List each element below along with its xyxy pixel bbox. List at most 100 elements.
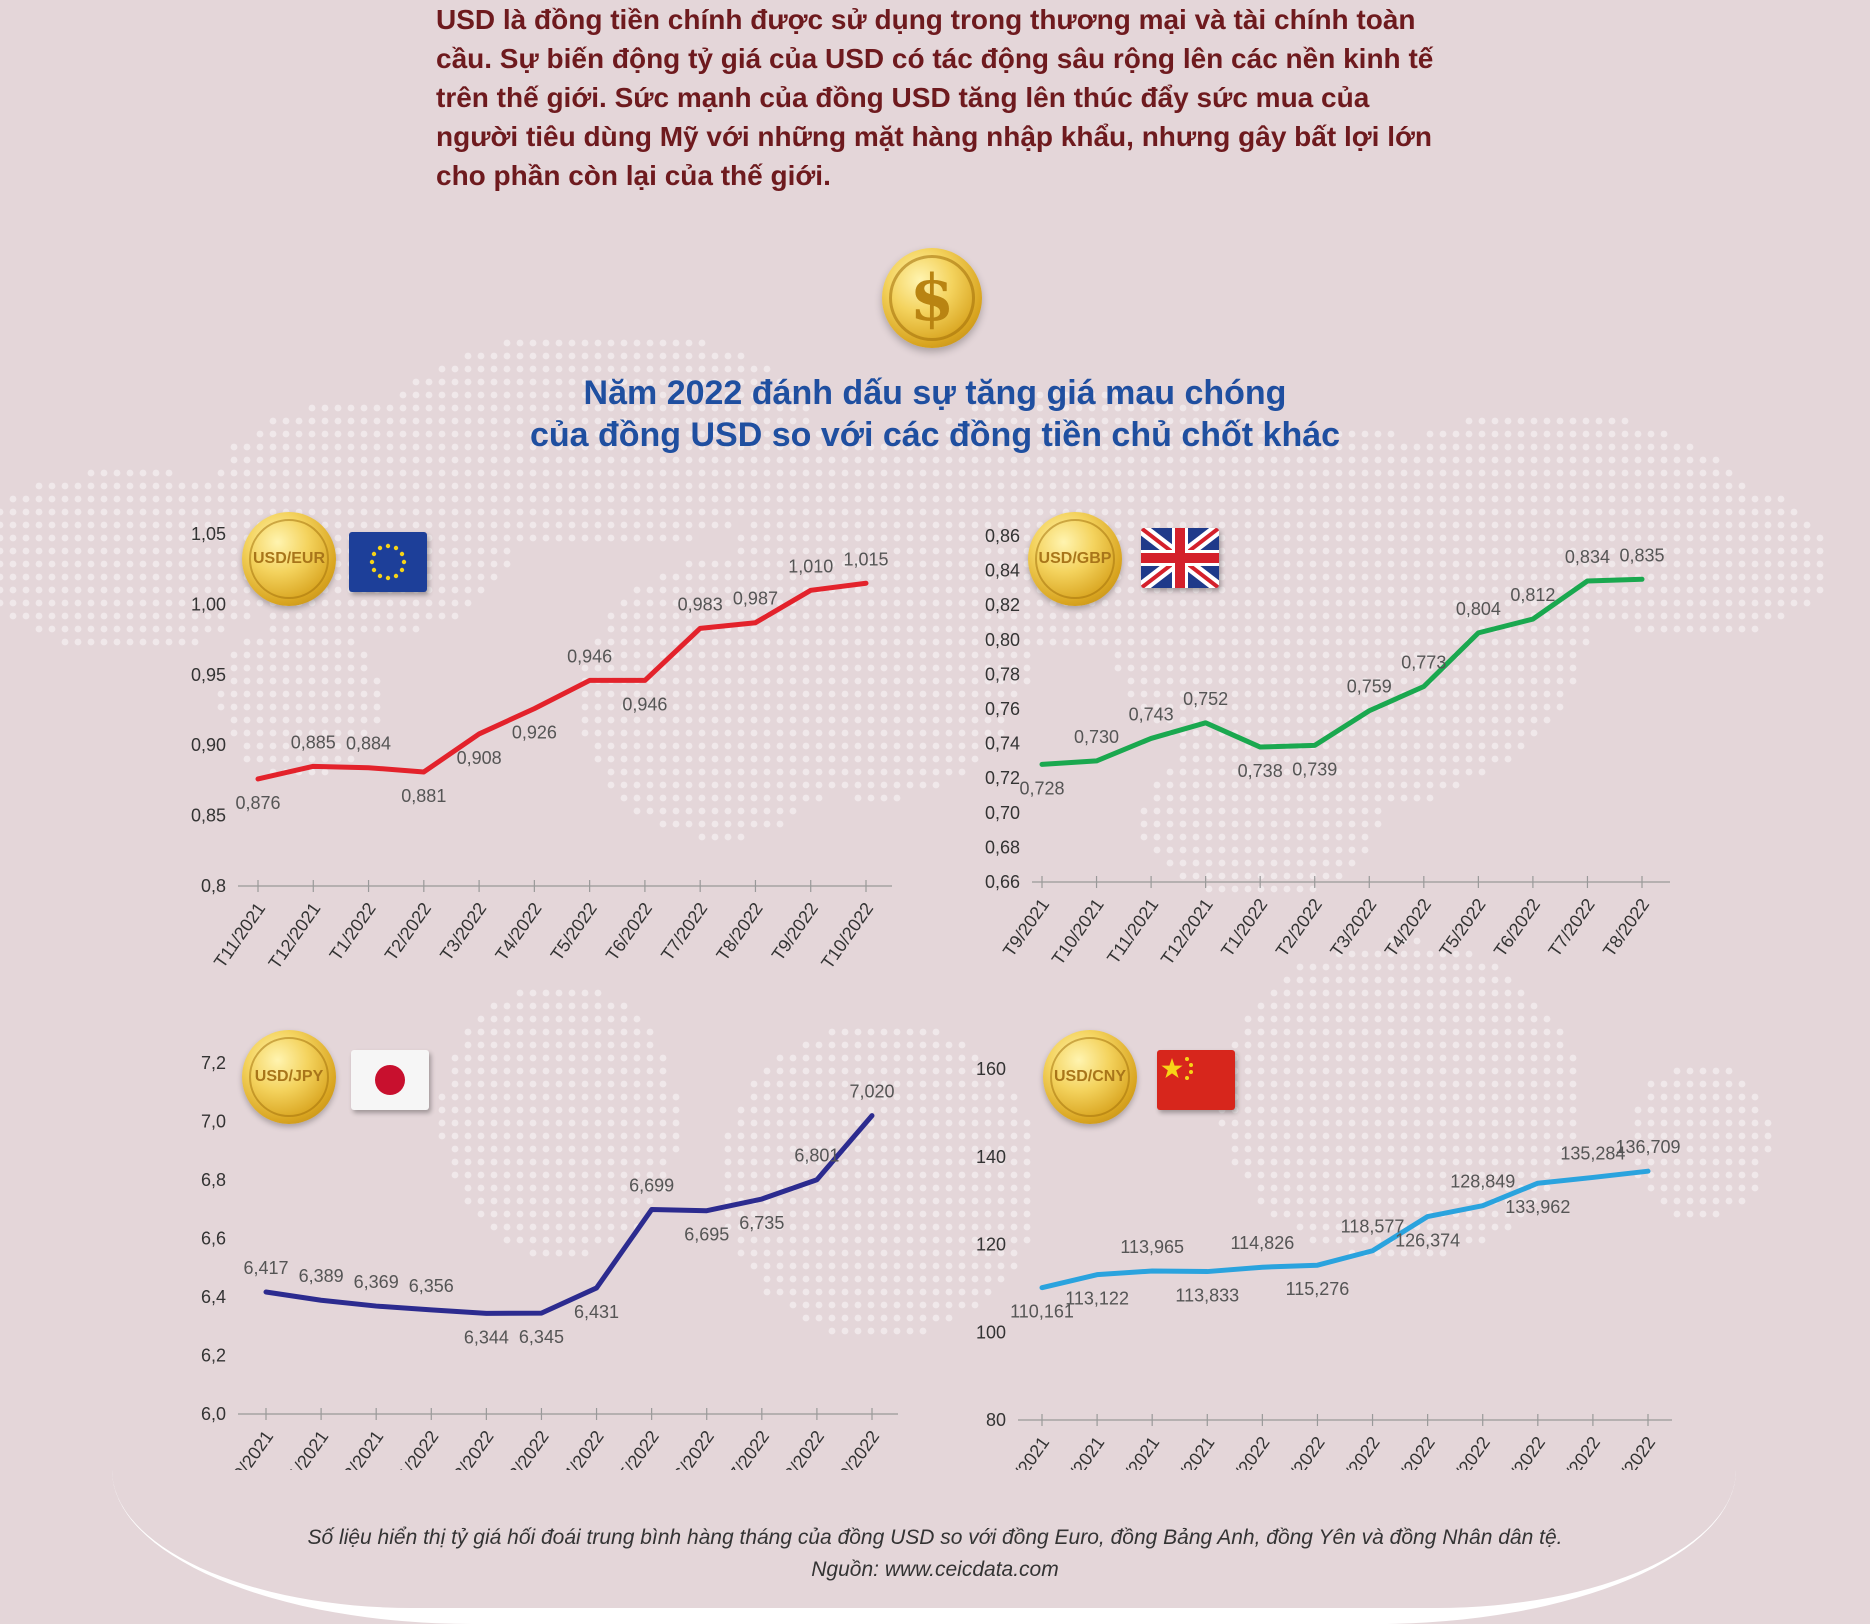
data-label: 0,738 — [1238, 761, 1283, 781]
x-category-label: T6/2022 — [1490, 895, 1544, 961]
bottom-panel — [112, 1470, 1736, 1608]
data-label: 113,833 — [1175, 1286, 1239, 1306]
usd-cny-coin-badge: USD/CNY — [1043, 1030, 1137, 1124]
y-tick-label: 0,72 — [985, 768, 1020, 788]
data-label: 0,881 — [401, 786, 446, 806]
data-label: 118,577 — [1341, 1217, 1405, 1237]
usd-cny-badge-label: USD/CNY — [1050, 1037, 1130, 1117]
data-label: 1,010 — [788, 556, 833, 576]
chart-usd-gbp: 0,66 0,68 0,70 0,72 0,74 0,76 0,78 0,80 0,82 0,84… — [960, 520, 1680, 980]
x-category-label: T11/2021 — [1103, 895, 1162, 968]
data-label: 0,730 — [1074, 727, 1119, 747]
data-label: 0,752 — [1183, 689, 1228, 709]
china-flag-icon — [1157, 1050, 1235, 1110]
x-category-label: T10/2021 — [1048, 895, 1108, 969]
data-label: 0,885 — [291, 732, 336, 752]
data-label: 113,122 — [1065, 1289, 1129, 1309]
y-tick-label: 0,86 — [985, 526, 1020, 546]
data-label: 6,735 — [739, 1213, 784, 1233]
x-category-label: T6/2022 — [602, 899, 656, 965]
data-label: 6,695 — [684, 1225, 729, 1245]
y-tick-label: 120 — [976, 1235, 1006, 1255]
x-category-label: T3/2022 — [1326, 895, 1380, 961]
y-tick-label: 0,84 — [985, 561, 1020, 581]
series-line-cny — [1039, 1168, 1651, 1291]
uk-flag-icon — [1141, 528, 1219, 588]
chart-svg-gbp: 0,66 0,68 0,70 0,72 0,74 0,76 0,78 0,80 0,82 0,84… — [985, 526, 1670, 969]
y-tick-label: 160 — [976, 1059, 1006, 1079]
x-category-label: T7/2022 — [1544, 895, 1598, 961]
data-label: 0,908 — [457, 748, 502, 768]
usd-eur-coin-badge: USD/EUR — [242, 512, 336, 606]
y-tick-label: 0,78 — [985, 664, 1020, 684]
x-category-label: T8/2022 — [712, 899, 766, 965]
usd-gbp-coin-badge: USD/GBP — [1028, 512, 1122, 606]
x-category-label: T5/2022 — [1435, 895, 1489, 961]
x-category-label: T1/2022 — [1217, 895, 1271, 961]
data-label: 110,161 — [1010, 1302, 1074, 1322]
data-label: 6,344 — [464, 1327, 509, 1347]
y-tick-label: 7,2 — [201, 1053, 226, 1073]
data-label: 0,983 — [678, 594, 723, 614]
y-tick-label: 140 — [976, 1147, 1006, 1167]
x-category-label: T12/2021 — [265, 899, 325, 973]
data-label: 6,417 — [243, 1258, 288, 1278]
data-label: 133,962 — [1505, 1197, 1570, 1217]
data-label: 0,804 — [1456, 599, 1501, 619]
y-tick-label: 7,0 — [201, 1112, 226, 1132]
data-label: 115,276 — [1286, 1279, 1350, 1299]
x-category-label: T2/2022 — [1272, 895, 1326, 961]
usd-jpy-badge-label: USD/JPY — [249, 1037, 329, 1117]
data-label: 135,284 — [1560, 1143, 1625, 1163]
data-label: 0,946 — [567, 646, 612, 666]
data-label: 6,801 — [794, 1146, 839, 1166]
y-tick-label: 0,85 — [191, 806, 226, 826]
data-label: 0,946 — [622, 694, 667, 714]
y-tick-label: 0,70 — [985, 803, 1020, 823]
data-label: 0,759 — [1347, 677, 1392, 697]
intro-paragraph: USD là đồng tiền chính được sử dụng tron… — [436, 4, 1434, 191]
y-tick-label: 6,6 — [201, 1229, 226, 1249]
data-label: 0,728 — [1019, 778, 1064, 798]
japan-flag-icon — [351, 1050, 429, 1110]
headline-line-1: Năm 2022 đánh dấu sự tăng giá mau chóng — [583, 374, 1287, 412]
footnote-description: Số liệu hiển thị tỷ giá hối đoái trung b… — [307, 1526, 1563, 1549]
y-tick-label: 100 — [976, 1322, 1006, 1342]
data-label: 0,876 — [235, 793, 280, 813]
x-category-label: T7/2022 — [657, 899, 711, 965]
data-label: 0,987 — [733, 589, 778, 609]
y-tick-label: 0,74 — [985, 734, 1020, 754]
x-category-label: T9/2022 — [768, 899, 822, 965]
y-tick-label: 0,80 — [985, 630, 1020, 650]
y-tick-label: 0,90 — [191, 735, 226, 755]
data-label: 7,020 — [849, 1082, 894, 1102]
data-label: 0,884 — [346, 734, 391, 754]
data-label: 114,826 — [1230, 1233, 1294, 1253]
y-tick-label: 6,8 — [201, 1170, 226, 1190]
x-category-label: T11/2021 — [210, 899, 269, 972]
y-tick-label: 0,76 — [985, 699, 1020, 719]
data-label: 6,345 — [519, 1327, 564, 1347]
data-label: 6,356 — [409, 1276, 454, 1296]
y-tick-label: 6,2 — [201, 1346, 226, 1366]
data-label: 0,739 — [1292, 759, 1337, 779]
data-label: 0,812 — [1510, 585, 1555, 605]
data-label: 0,835 — [1619, 545, 1664, 565]
usd-eur-badge-label: USD/EUR — [249, 519, 329, 599]
x-category-label: T4/2022 — [491, 899, 545, 965]
data-label: 136,709 — [1615, 1137, 1680, 1157]
x-category-label: T9/2021 — [999, 895, 1053, 961]
y-tick-label: 0,82 — [985, 595, 1020, 615]
data-label: 0,743 — [1129, 704, 1174, 724]
y-tick-label: 80 — [986, 1410, 1006, 1430]
usd-jpy-coin-badge: USD/JPY — [242, 1030, 336, 1124]
data-label: 6,369 — [354, 1272, 399, 1292]
series-line-eur — [255, 580, 869, 782]
y-tick-label: 0,66 — [985, 872, 1020, 892]
data-label: 1,015 — [843, 549, 888, 569]
x-category-label: T4/2022 — [1381, 895, 1435, 961]
y-tick-label: 1,00 — [191, 594, 226, 614]
eu-flag-icon — [349, 532, 427, 592]
